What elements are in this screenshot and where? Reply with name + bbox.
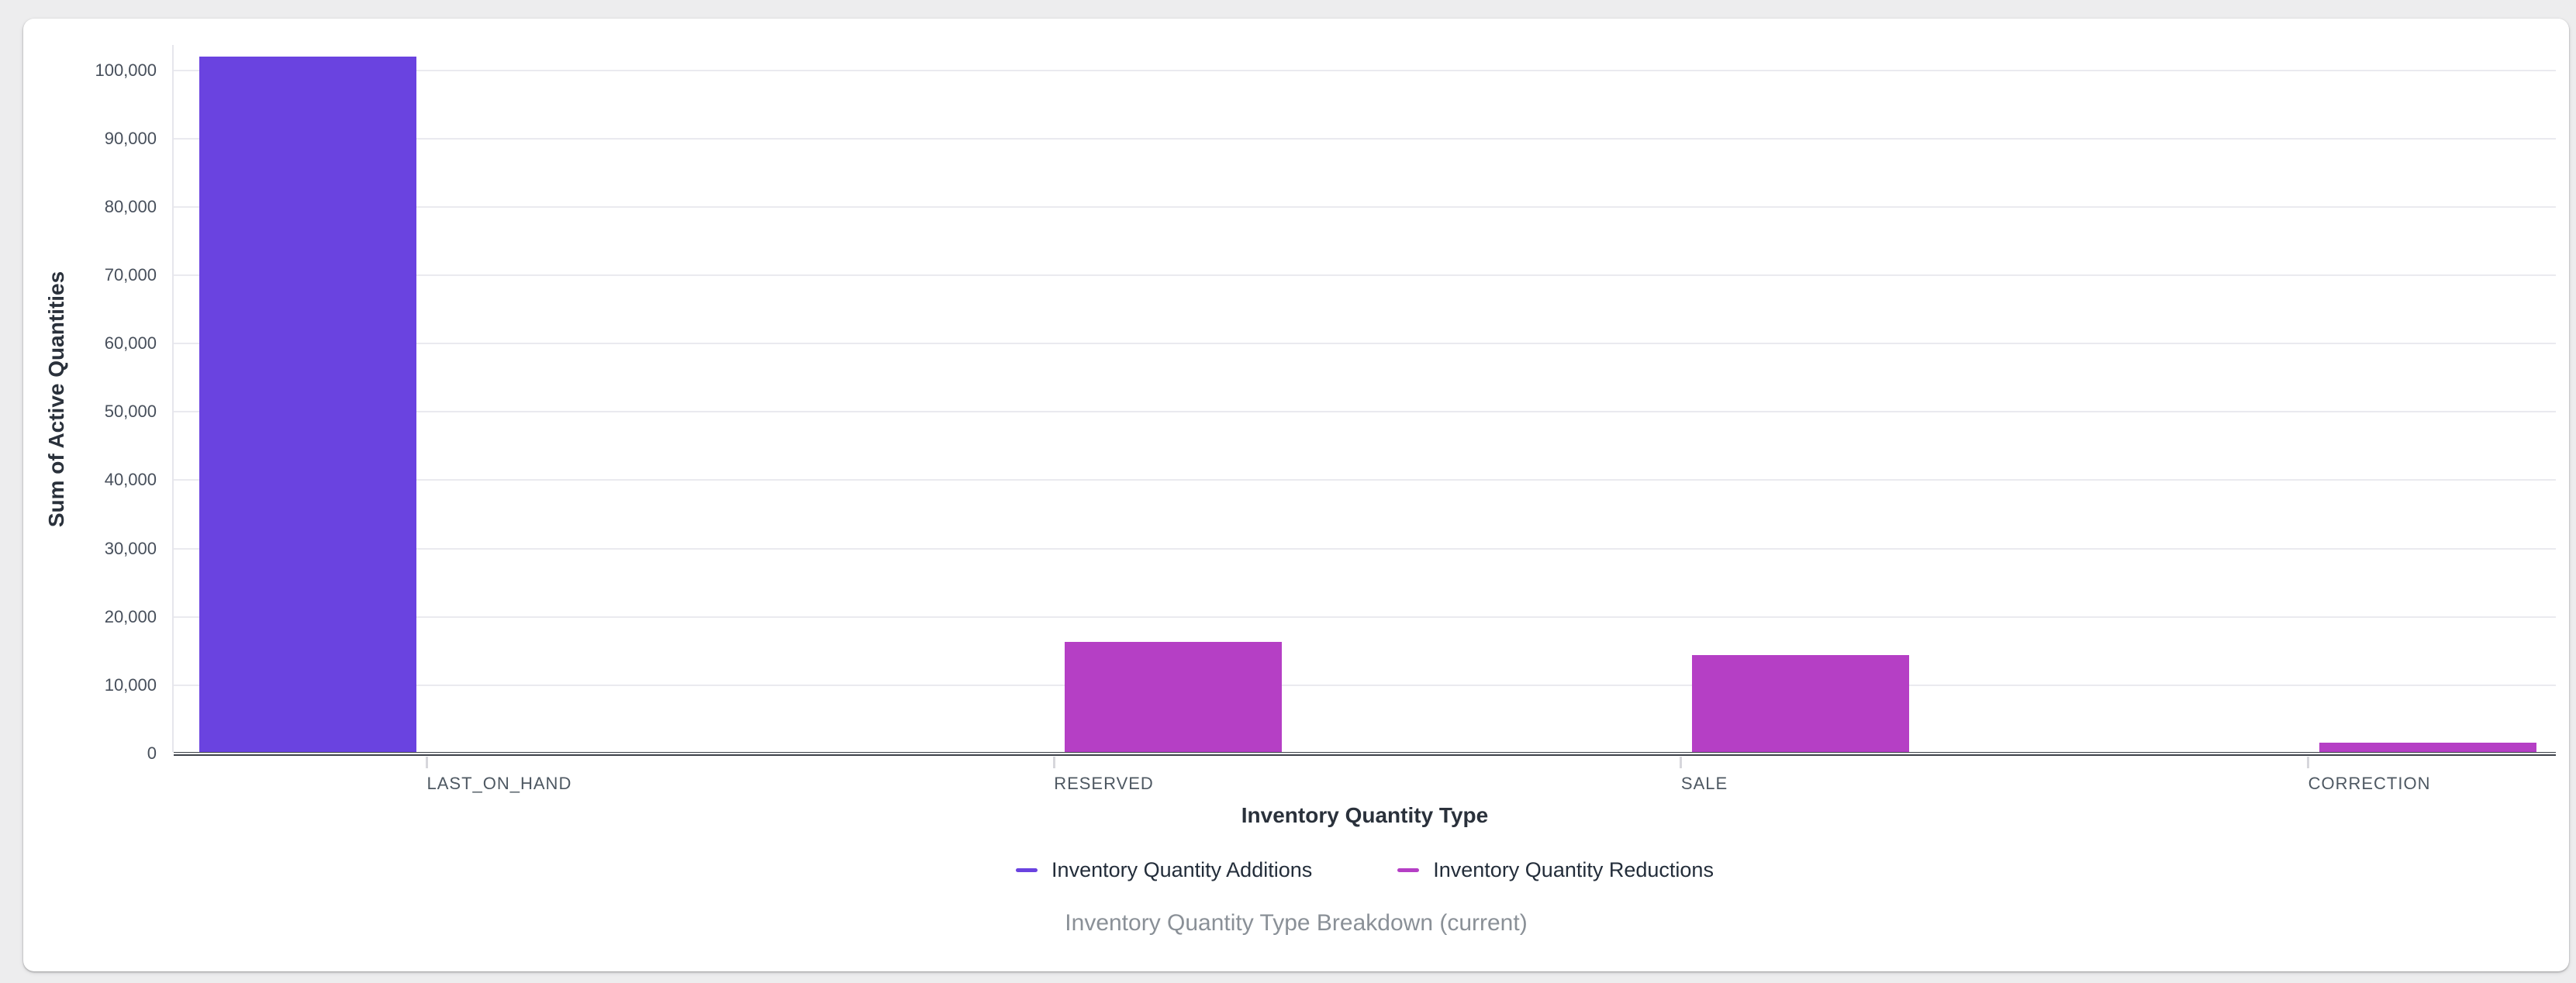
x-axis-title: Inventory Quantity Type <box>1241 803 1489 827</box>
legend-label-reductions: Inventory Quantity Reductions <box>1433 857 1714 881</box>
y-tick-label-100000: 100,000 <box>95 60 157 80</box>
x-tick-sale <box>1680 757 1683 768</box>
x-tick-label-sale: SALE <box>1680 774 1728 793</box>
y-tick-label-70000: 70,000 <box>104 265 157 285</box>
gridline-100000 <box>174 69 2556 71</box>
y-axis-line <box>172 45 174 752</box>
gridline-80000 <box>174 205 2556 208</box>
y-tick-label-60000: 60,000 <box>104 333 157 354</box>
gridline-10000 <box>174 684 2556 686</box>
x-tick-reserved <box>1052 757 1055 768</box>
y-tick-label-50000: 50,000 <box>104 402 157 422</box>
gridline-30000 <box>174 547 2556 550</box>
chart-title: Inventory Quantity Type Breakdown (curre… <box>1065 910 1528 936</box>
y-tick-label-80000: 80,000 <box>104 196 157 216</box>
x-tick-last_on_hand <box>426 757 428 768</box>
legend-item-reductions[interactable]: Inventory Quantity Reductions <box>1397 858 1714 882</box>
x-axis-line <box>174 752 2556 756</box>
bar-last_on_hand-additions[interactable] <box>199 57 416 752</box>
y-tick-label-0: 0 <box>147 743 157 763</box>
x-tick-label-correction: CORRECTION <box>2308 774 2431 793</box>
gridline-60000 <box>174 343 2556 345</box>
x-tick-correction <box>2307 757 2310 768</box>
legend-swatch-additions-icon <box>1016 867 1038 872</box>
bar-correction-reductions[interactable] <box>2319 742 2536 752</box>
plot-area: 0 10,000 20,000 30,000 40,000 50,000 60,000 70,… <box>95 45 2556 793</box>
chart-card: Sum of Active Quantities 0 10,000 20,000 30… <box>23 19 2569 971</box>
y-tick-label-40000: 40,000 <box>104 470 157 490</box>
gridline-90000 <box>174 137 2556 140</box>
y-tick-label-10000: 10,000 <box>104 674 157 695</box>
y-tick-label-20000: 20,000 <box>104 606 157 626</box>
gridline-20000 <box>174 616 2556 618</box>
y-tick-label-90000: 90,000 <box>104 128 157 148</box>
bar-reserved-reductions[interactable] <box>1065 642 1283 752</box>
legend-label-additions: Inventory Quantity Additions <box>1051 857 1313 881</box>
legend: Inventory Quantity Additions Inventory Q… <box>174 851 2556 888</box>
x-tick-label-last_on_hand: LAST_ON_HAND <box>426 774 572 793</box>
gridline-70000 <box>174 274 2556 277</box>
legend-swatch-reductions-icon <box>1397 867 1420 872</box>
bar-sale-reductions[interactable] <box>1691 655 1909 752</box>
gridline-50000 <box>174 411 2556 413</box>
x-tick-label-reserved: RESERVED <box>1054 774 1154 793</box>
gridline-40000 <box>174 479 2556 481</box>
legend-item-additions[interactable]: Inventory Quantity Additions <box>1016 858 1312 882</box>
y-tick-label-30000: 30,000 <box>104 538 157 558</box>
